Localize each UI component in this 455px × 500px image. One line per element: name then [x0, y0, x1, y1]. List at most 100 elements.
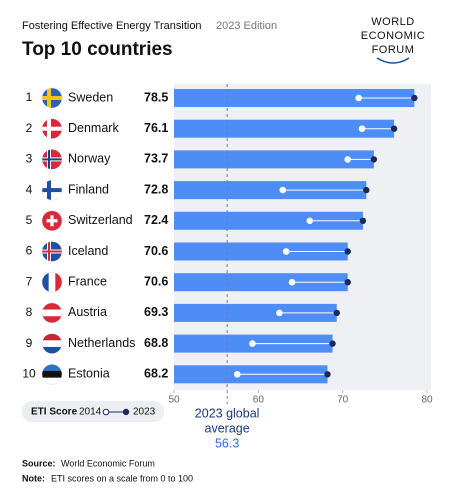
flag-part	[42, 340, 62, 348]
category-label: Netherlands	[68, 336, 135, 350]
source: World Economic Forum	[61, 458, 155, 468]
flag	[42, 118, 62, 139]
flag-part	[42, 377, 62, 385]
category-label: Iceland	[68, 244, 108, 258]
dot-2014	[344, 156, 352, 163]
dot-2014	[282, 248, 290, 255]
flag	[42, 272, 62, 293]
flag-outline	[41, 271, 63, 293]
flag	[42, 180, 62, 201]
value-label: 68.2	[144, 367, 168, 381]
flag	[42, 302, 62, 323]
value-label: 73.7	[144, 152, 168, 166]
dot-2014	[276, 309, 283, 317]
dot-2014	[279, 186, 287, 194]
flag-outline	[41, 87, 63, 109]
bar	[174, 273, 348, 292]
dot-2023	[411, 94, 418, 102]
flag-part	[55, 272, 62, 293]
dot-2023	[344, 279, 351, 286]
dot-2023	[359, 217, 367, 224]
note-label: Note:	[22, 473, 45, 483]
dot-2023	[333, 309, 340, 317]
flag-part	[42, 346, 62, 354]
x-tick-label: 50	[168, 395, 180, 406]
flag	[42, 88, 62, 108]
dot-2014	[306, 217, 314, 225]
category-label: Sweden	[68, 90, 113, 104]
bar	[174, 150, 374, 169]
dot-2023	[363, 186, 370, 194]
rank: 5	[26, 213, 33, 227]
flag-outline	[41, 149, 63, 170]
flag-outline	[41, 210, 63, 232]
legend	[22, 401, 164, 422]
rank: 6	[26, 244, 33, 258]
flag	[42, 241, 62, 262]
note: ETI scores on a scale from 0 to 100	[51, 473, 193, 483]
rank: 7	[26, 274, 33, 288]
value-label: 69.3	[144, 305, 168, 319]
value-label: 78.5	[144, 90, 168, 104]
legend-dot-2023	[122, 408, 130, 416]
logo-arc	[376, 57, 410, 64]
category-label: Norway	[68, 152, 111, 166]
dot-2023	[370, 156, 378, 163]
dot-2014	[249, 340, 256, 347]
bar	[174, 211, 363, 230]
flag-outline	[41, 118, 63, 139]
flag-outline	[41, 333, 63, 354]
flag-part	[42, 309, 62, 317]
dot-2014	[358, 125, 366, 132]
flag-outline	[41, 179, 63, 201]
dot-2023	[390, 125, 398, 132]
value-label: 68.8	[144, 336, 168, 350]
flag-part	[46, 219, 58, 223]
value-label: 72.8	[144, 182, 168, 196]
flag-part	[42, 188, 62, 193]
flag	[42, 149, 62, 170]
rank: 8	[26, 305, 33, 319]
category-label: France	[68, 274, 107, 288]
dot-2014	[288, 278, 296, 286]
edition: 2023 Edition	[216, 20, 277, 32]
category-label: Denmark	[68, 121, 119, 135]
flag-part	[42, 316, 62, 323]
flag-part	[42, 370, 62, 379]
value-label: 70.6	[144, 274, 168, 288]
bar	[174, 181, 367, 200]
rank: 4	[26, 182, 33, 196]
flag-outline	[41, 364, 63, 385]
flag	[42, 210, 62, 231]
bar	[174, 242, 348, 261]
flag	[42, 364, 62, 385]
flag-part	[42, 333, 62, 341]
value-label: 72.4	[144, 213, 168, 227]
average-label: 2023 global	[195, 406, 260, 420]
bar	[174, 119, 395, 138]
x-tick-label: 60	[253, 395, 265, 406]
category-label: Estonia	[68, 367, 110, 381]
rank: 9	[26, 336, 33, 350]
flag-part	[48, 272, 56, 293]
flag-part	[42, 158, 62, 161]
flag-outline	[41, 302, 63, 324]
legend-label: 2023	[133, 407, 156, 418]
flag-part	[42, 302, 62, 311]
legend-title: ETI Score	[31, 407, 78, 418]
value-label: 76.1	[144, 121, 168, 135]
bar	[174, 303, 337, 322]
dot-2023	[329, 340, 336, 347]
bar	[174, 89, 415, 107]
logo-text: ECONOMIC	[361, 30, 426, 42]
flag	[42, 333, 62, 354]
x-tick-label: 70	[337, 395, 349, 406]
dot-2014	[233, 371, 241, 378]
logo-text: FORUM	[372, 44, 415, 56]
rank: 10	[22, 366, 36, 380]
value-label: 70.6	[144, 244, 168, 258]
category-label: Austria	[68, 305, 107, 319]
legend-dot-2014	[102, 408, 110, 416]
flag-part	[42, 126, 62, 131]
